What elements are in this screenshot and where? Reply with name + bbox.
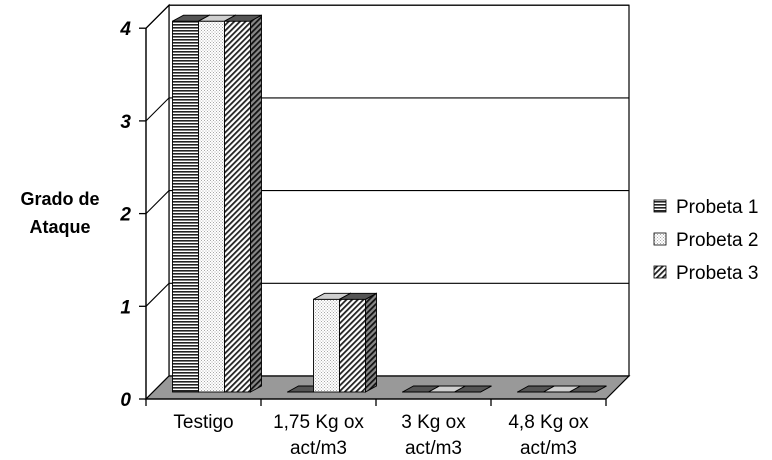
bar-side (250, 14, 262, 393)
y-axis-label: Ataque (29, 217, 90, 237)
x-tick-label: act/m3 (520, 438, 577, 459)
bar-top (454, 385, 492, 393)
y-tick-label: 0 (120, 390, 131, 411)
y-tick-label: 3 (120, 112, 131, 133)
legend-swatch (653, 265, 667, 279)
y-axis-label: Grado de (20, 189, 99, 209)
bar (339, 298, 366, 393)
bar-top (224, 14, 262, 22)
bars-layer (172, 14, 607, 393)
x-tick-label: act/m3 (405, 438, 462, 459)
labels-layer: 0 1 2 3 4 Testigo 1,75 Kg ox act/m3 3 Kg ox act/m… (20, 19, 589, 459)
bar (313, 298, 340, 393)
x-tick-label: act/m3 (290, 438, 347, 459)
y-tick-label: 2 (119, 205, 131, 226)
legend-label: Probeta 1 (676, 197, 758, 218)
legend: Probeta 1 Probeta 2 Probeta 3 (653, 197, 758, 284)
y-tick-label: 1 (120, 297, 131, 318)
legend-label: Probeta 2 (676, 230, 758, 251)
bar (172, 20, 199, 393)
y-tick-label: 4 (119, 19, 131, 40)
x-tick-label: 3 Kg ox (401, 412, 466, 433)
bar (198, 20, 225, 393)
gridline (145, 97, 629, 122)
legend-label: Probeta 3 (676, 263, 758, 284)
bar-side (365, 292, 377, 393)
x-tick-label: Testigo (173, 412, 233, 433)
gridline (145, 190, 629, 214)
plot-front-layer (139, 27, 607, 406)
bar-top (339, 292, 377, 300)
gridline (145, 4, 629, 29)
x-tick-label: 4,8 Kg ox (508, 412, 589, 433)
bar-top (569, 385, 607, 393)
x-tick-label: 1,75 Kg ox (273, 412, 364, 433)
gridline (145, 282, 629, 307)
bar (224, 20, 251, 393)
legend-swatch (653, 199, 667, 213)
legend-swatch (653, 232, 667, 246)
